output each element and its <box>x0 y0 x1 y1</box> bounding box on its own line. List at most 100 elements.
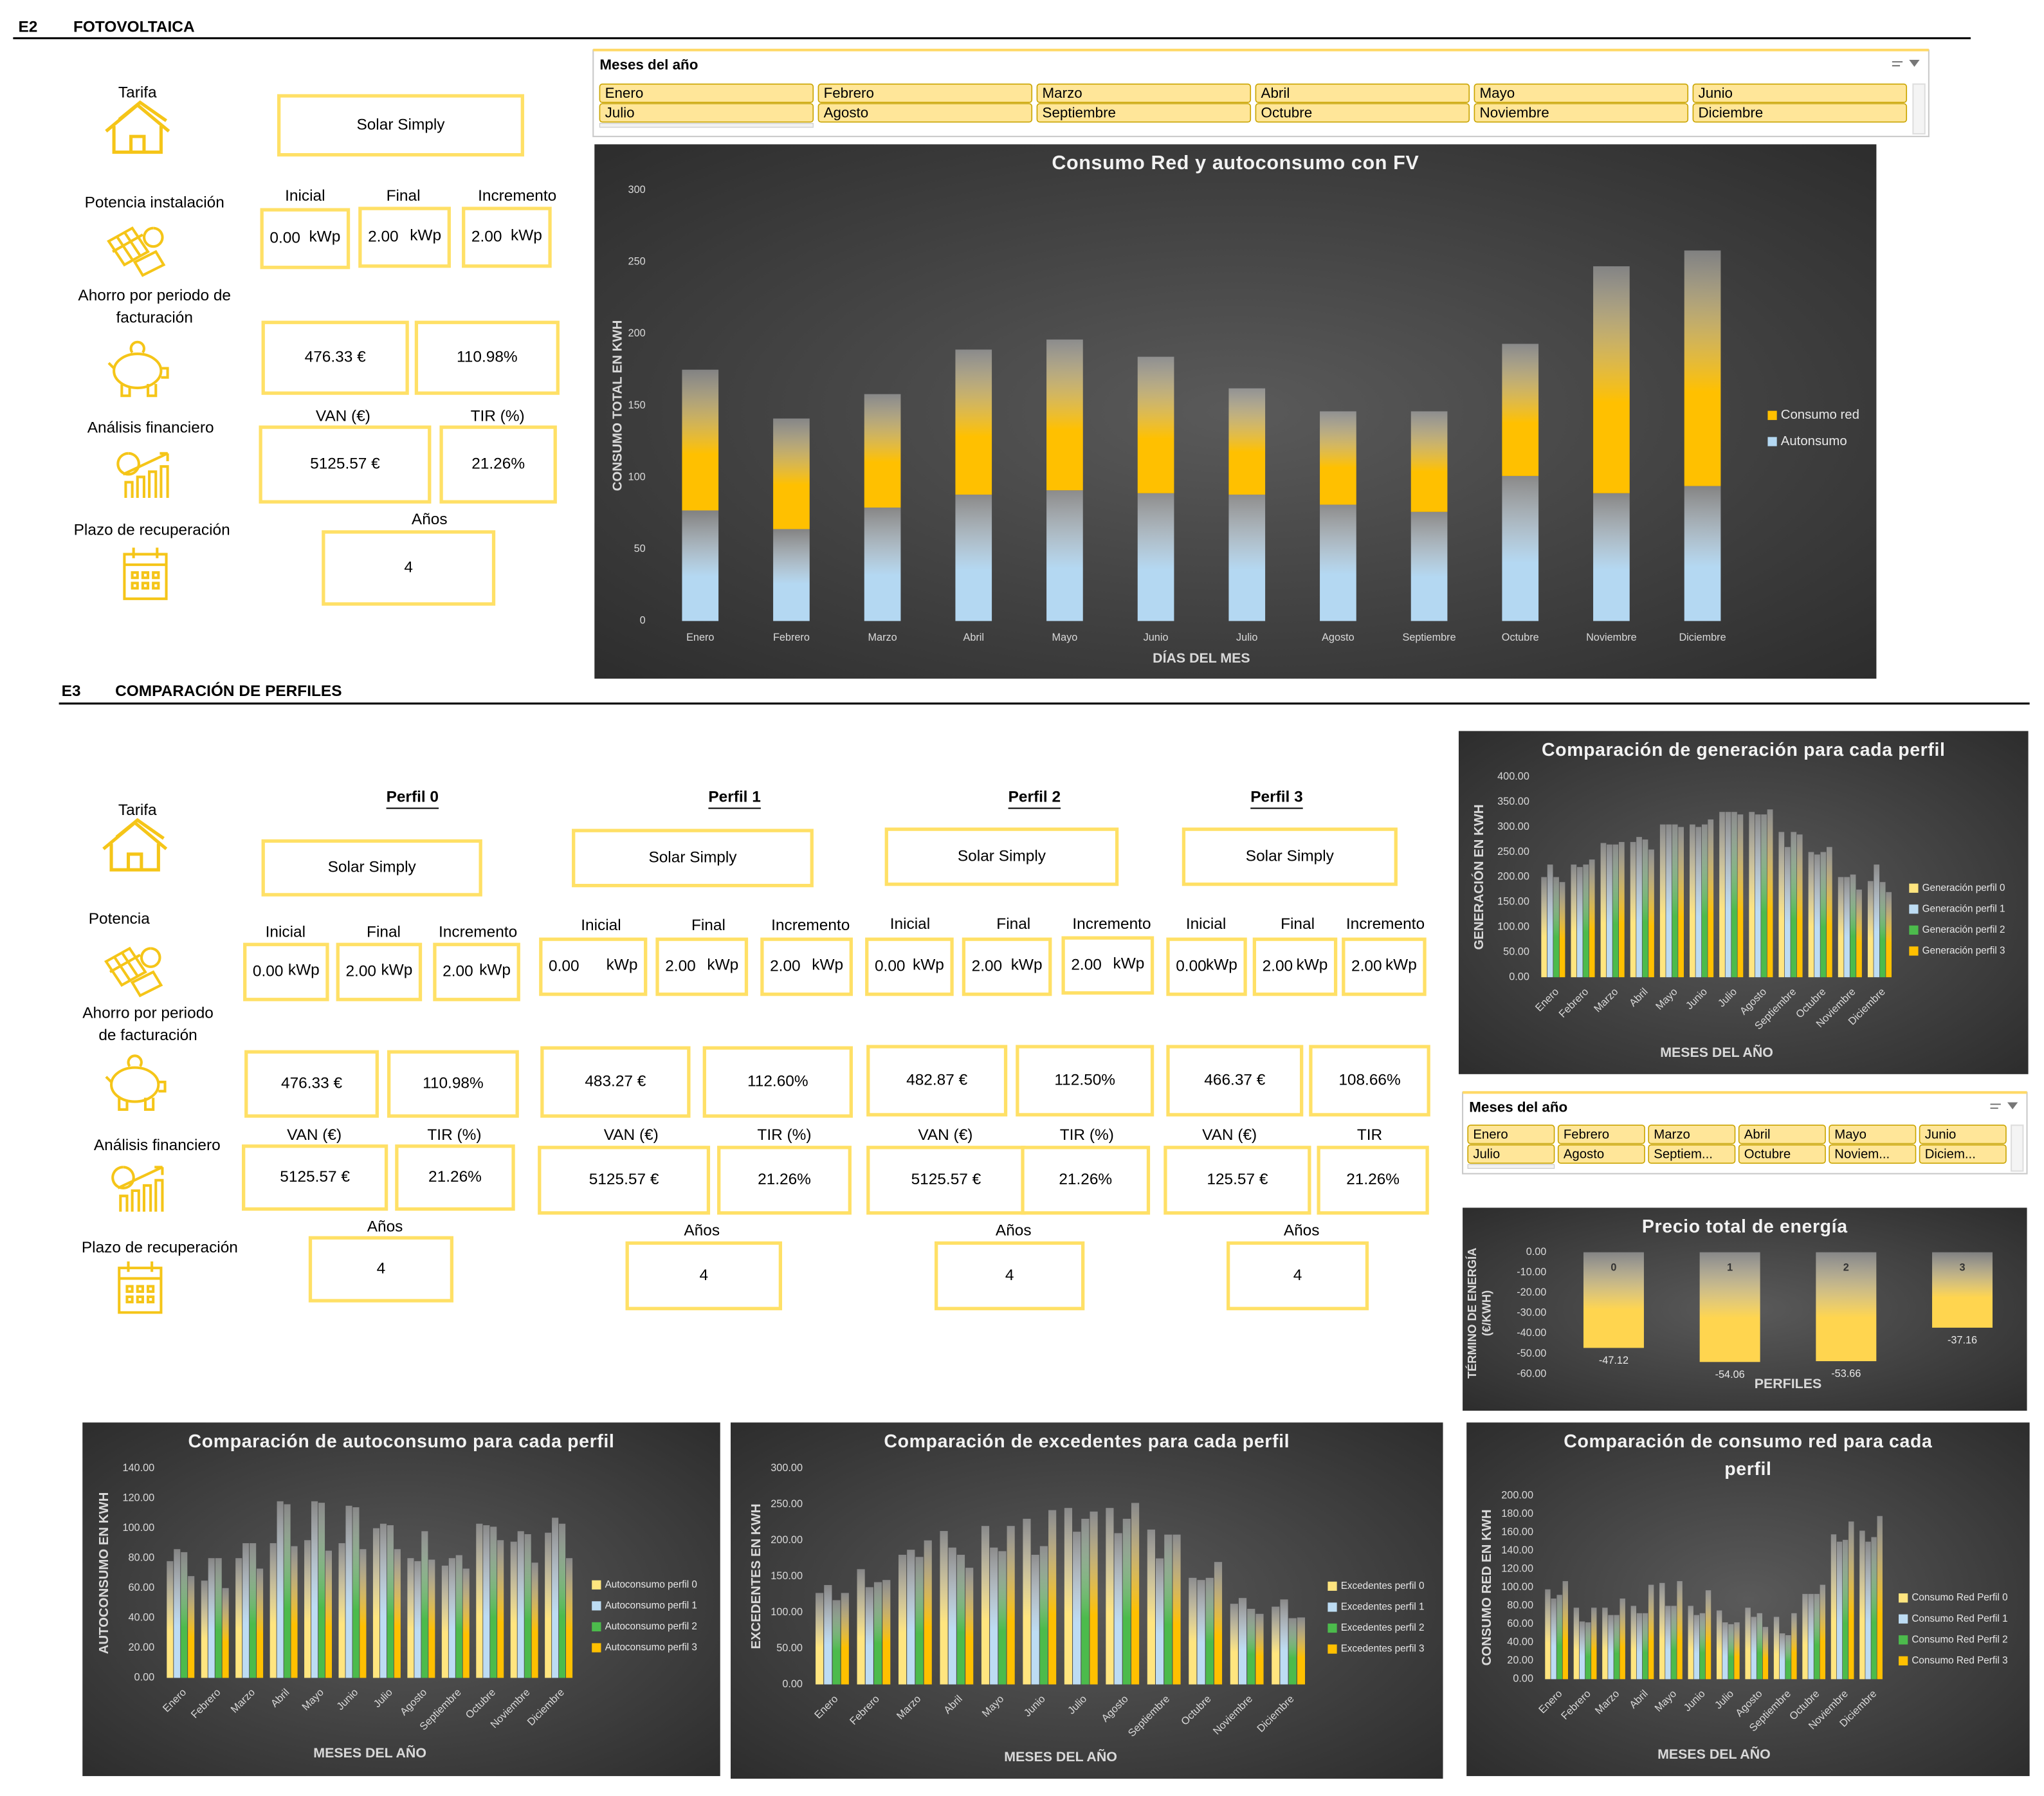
slicer-button[interactable] <box>817 103 1033 123</box>
slicer-item[interactable]: Junio <box>1925 1128 1957 1142</box>
slicer-button[interactable] <box>1829 1144 1917 1164</box>
slicer-item[interactable]: Agosto <box>824 104 869 120</box>
slicer-item[interactable]: Marzo <box>1654 1128 1690 1142</box>
ahorro-value: 476.33 € <box>281 1075 342 1092</box>
bar-segment <box>955 494 992 621</box>
bar <box>1719 812 1725 978</box>
slicer-button[interactable] <box>1036 103 1252 123</box>
slicer-button[interactable] <box>817 83 1033 104</box>
bar <box>1877 1516 1883 1680</box>
bar <box>1280 1599 1288 1685</box>
bar <box>167 1561 174 1678</box>
slicer-item[interactable]: Noviembre <box>1480 104 1549 120</box>
bar <box>990 1547 998 1685</box>
slicer-button[interactable] <box>1255 103 1470 123</box>
slicer-button[interactable] <box>1557 1124 1645 1144</box>
y-axis-label: EXCEDENTES EN KWH <box>749 1504 763 1649</box>
slicer-button[interactable] <box>1255 83 1470 104</box>
slicer-button[interactable] <box>1738 1144 1826 1164</box>
slicer-button[interactable] <box>1474 83 1689 104</box>
bar-segment <box>682 510 719 621</box>
bar <box>345 1505 352 1678</box>
slicer-button[interactable] <box>1829 1124 1917 1144</box>
bar <box>1749 812 1755 978</box>
slicer-item[interactable]: Agosto <box>1564 1147 1604 1161</box>
legend-label: Consumo Red Perfil 1 <box>1912 1613 2007 1624</box>
slicer-item[interactable]: Abril <box>1261 85 1290 101</box>
finance-header: TIR (%) <box>427 1126 481 1144</box>
potencia-unit: kWp <box>479 961 511 978</box>
slicer-item[interactable]: Julio <box>605 104 635 120</box>
tarifa-box <box>884 827 1119 886</box>
bar <box>566 1558 573 1678</box>
slicer-item[interactable]: Junio <box>1699 85 1733 101</box>
slicer-button[interactable] <box>1738 1124 1826 1144</box>
chart-title: Comparación de excedentes para cada perf… <box>884 1430 1290 1452</box>
bar-segment <box>1502 344 1539 476</box>
slicer-item[interactable]: Marzo <box>1043 85 1082 101</box>
bar <box>1247 1608 1255 1685</box>
bar <box>552 1517 559 1678</box>
bar <box>1796 834 1803 978</box>
slicer-item[interactable]: Julio <box>1473 1147 1500 1161</box>
slicer-button[interactable] <box>1648 1144 1736 1164</box>
slicer-item[interactable]: Diciembre <box>1699 104 1764 120</box>
bar <box>510 1541 517 1678</box>
ahorro-box <box>702 1046 853 1118</box>
slicer-item[interactable]: Diciem... <box>1925 1147 1976 1161</box>
bar <box>1879 882 1886 978</box>
potencia-value: 2.00 <box>443 962 473 980</box>
slicer-item[interactable]: Septiem... <box>1654 1147 1713 1161</box>
legend-label: Generación perfil 1 <box>1922 903 2005 914</box>
bar <box>1761 814 1767 978</box>
finance-value: 5125.57 € <box>911 1171 981 1188</box>
slicer-item[interactable]: Noviem... <box>1834 1147 1890 1161</box>
bar <box>1699 1613 1706 1680</box>
bar <box>1666 824 1672 978</box>
slicer-button[interactable] <box>1648 1124 1736 1144</box>
bar <box>1039 1546 1048 1685</box>
finance-header: VAN (€) <box>316 407 370 425</box>
slicer-item[interactable]: Mayo <box>1480 85 1515 101</box>
slicer-button[interactable] <box>599 83 814 104</box>
bar <box>1848 1521 1854 1680</box>
slicer-button[interactable] <box>1692 83 1908 104</box>
slicer-item[interactable]: Febrero <box>824 85 874 101</box>
x-tick-label: Marzo <box>868 632 897 643</box>
bar <box>490 1526 497 1678</box>
payback-box <box>935 1241 1085 1310</box>
slicer-item[interactable]: Octubre <box>1744 1147 1791 1161</box>
slicer-button[interactable] <box>1474 103 1689 123</box>
bar <box>1571 864 1577 978</box>
finance-box <box>866 1146 1026 1215</box>
bar <box>1081 1519 1090 1685</box>
slicer-item[interactable]: Mayo <box>1834 1128 1866 1142</box>
row-label: Potencia <box>89 910 150 928</box>
slicer-button[interactable] <box>1467 1144 1555 1164</box>
bar-segment <box>1228 494 1266 621</box>
bar-segment <box>1410 511 1448 621</box>
slicer-item[interactable]: Octubre <box>1261 104 1313 120</box>
bar <box>1791 832 1797 978</box>
bar-segment <box>1320 504 1356 621</box>
slicer-button[interactable] <box>1036 83 1252 104</box>
y-tick-label: 100.00 <box>1501 1581 1533 1593</box>
bar <box>1023 1519 1031 1685</box>
bar <box>1932 1252 1993 1328</box>
slicer-item[interactable]: Septiembre <box>1043 104 1116 120</box>
slicer-button[interactable] <box>1692 103 1908 123</box>
slicer-button[interactable] <box>1557 1144 1645 1164</box>
potencia-unit: kWp <box>707 956 738 973</box>
slicer-item[interactable]: Febrero <box>1564 1128 1609 1142</box>
row-label: Plazo de recuperación <box>74 521 230 538</box>
slicer-item[interactable]: Abril <box>1744 1128 1771 1142</box>
slicer-button[interactable] <box>1919 1144 2007 1164</box>
slicer-button-partial <box>1467 1164 1555 1169</box>
slicer-button[interactable] <box>1919 1124 2007 1144</box>
slicer-button[interactable] <box>599 103 814 123</box>
bar <box>1808 852 1814 978</box>
x-tick-label: Junio <box>1144 632 1169 643</box>
slicer-item[interactable]: Enero <box>605 85 644 101</box>
slicer-item[interactable]: Enero <box>1473 1128 1508 1142</box>
slicer-button[interactable] <box>1467 1124 1555 1144</box>
